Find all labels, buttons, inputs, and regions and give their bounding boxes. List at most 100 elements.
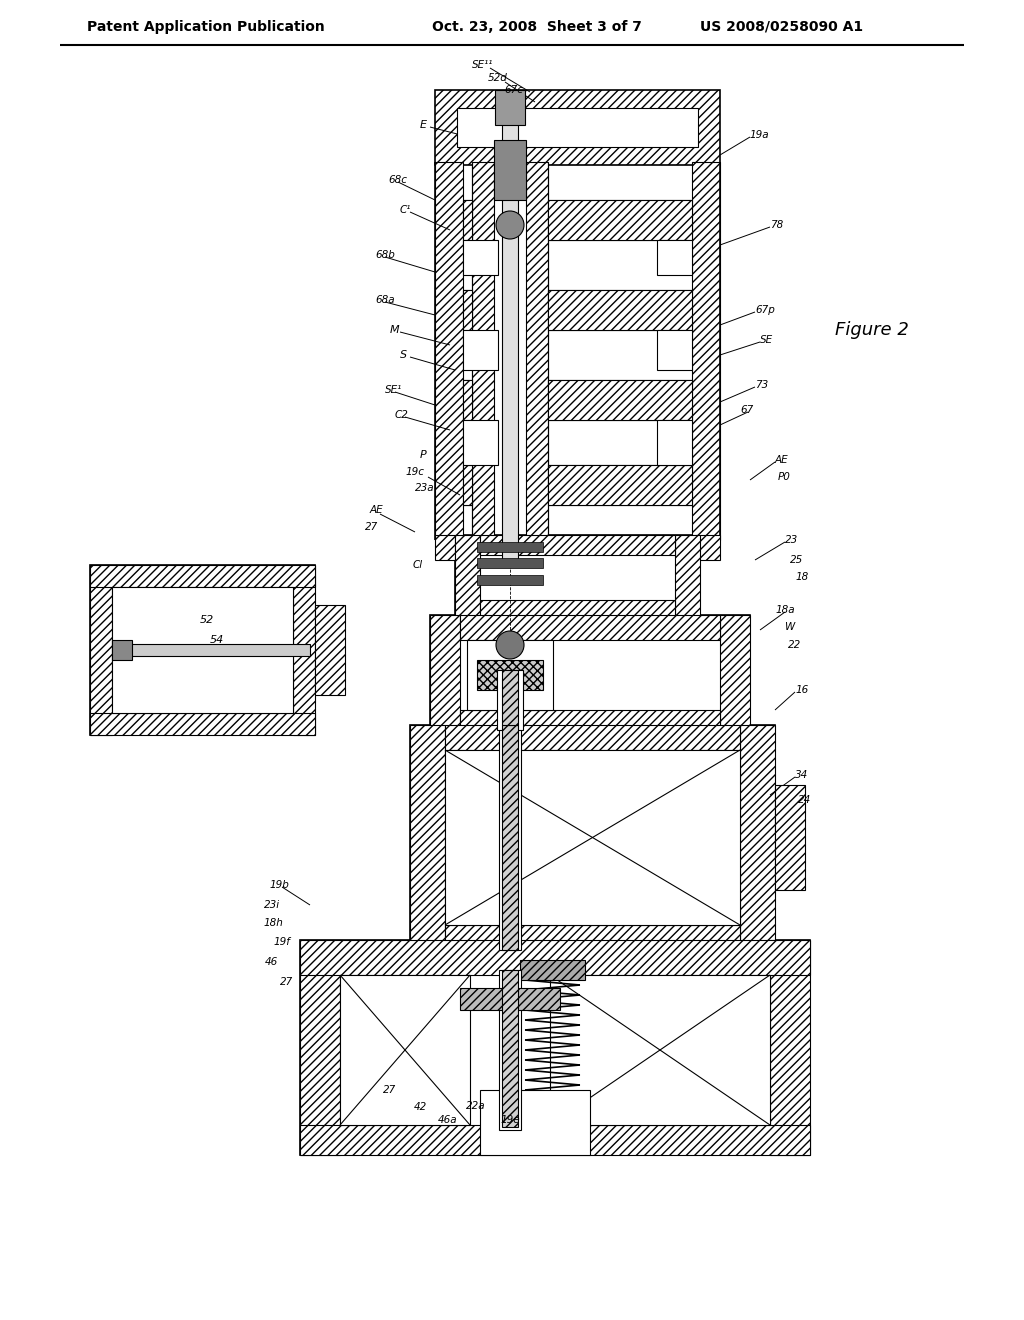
Circle shape [496, 211, 524, 239]
Text: 67: 67 [740, 405, 754, 414]
Text: W: W [785, 622, 796, 632]
Text: M: M [390, 325, 399, 335]
Bar [494, 140, 526, 201]
Bar [548, 465, 692, 506]
Text: 73: 73 [755, 380, 768, 389]
Text: 34: 34 [795, 770, 808, 780]
Text: 16: 16 [795, 685, 808, 696]
Bar [445, 725, 740, 750]
Bar [657, 330, 692, 370]
Bar [340, 975, 470, 1125]
Bar [499, 970, 521, 1130]
Text: C¹: C¹ [400, 205, 412, 215]
Bar [112, 587, 293, 713]
Text: 19a: 19a [750, 129, 770, 140]
Bar [477, 660, 543, 690]
Text: Oct. 23, 2008  Sheet 3 of 7: Oct. 23, 2008 Sheet 3 of 7 [432, 20, 642, 34]
Text: 27: 27 [383, 1085, 396, 1096]
Text: AE: AE [775, 455, 788, 465]
Bar [455, 535, 480, 620]
Bar [675, 535, 700, 620]
Bar [720, 615, 750, 730]
Text: SE: SE [760, 335, 773, 345]
Text: 19b: 19b [270, 880, 290, 890]
Text: 23i: 23i [264, 900, 280, 909]
Bar [770, 940, 810, 1155]
Text: 23: 23 [785, 535, 799, 545]
Bar [410, 725, 775, 950]
Bar [657, 240, 692, 275]
Bar [463, 465, 472, 506]
Bar [300, 1125, 810, 1155]
Text: P0: P0 [778, 473, 791, 482]
Bar [548, 380, 692, 420]
Bar [477, 576, 543, 585]
Bar [467, 640, 553, 710]
Bar [480, 601, 675, 620]
Bar [435, 535, 455, 560]
Bar [550, 975, 770, 1125]
Bar [455, 535, 700, 620]
Text: 46a: 46a [438, 1115, 458, 1125]
Bar [463, 240, 498, 275]
Bar [463, 330, 498, 370]
Text: Figure 2: Figure 2 [835, 321, 909, 339]
Bar [430, 615, 460, 730]
Text: 46: 46 [265, 957, 279, 968]
Bar [740, 725, 775, 950]
Text: 54: 54 [210, 635, 224, 645]
Bar [130, 644, 310, 656]
Bar [502, 970, 518, 1127]
Bar [463, 201, 472, 240]
Bar [548, 201, 692, 240]
Bar [692, 162, 720, 540]
Text: S: S [400, 350, 408, 360]
Circle shape [496, 631, 524, 659]
Text: Patent Application Publication: Patent Application Publication [87, 20, 325, 34]
Bar [410, 725, 445, 950]
Text: 25: 25 [790, 554, 803, 565]
Bar [526, 162, 548, 540]
Bar [499, 725, 521, 950]
Bar [477, 558, 543, 568]
Bar [315, 605, 345, 696]
Text: SE¹¹: SE¹¹ [472, 59, 494, 70]
Bar [445, 750, 740, 925]
Text: 67p: 67p [755, 305, 775, 315]
Bar [90, 565, 315, 587]
Bar [300, 940, 810, 1155]
Text: 68b: 68b [375, 249, 395, 260]
Text: 68a: 68a [375, 294, 394, 305]
Bar [502, 725, 518, 950]
Text: 68c: 68c [388, 176, 407, 185]
Text: 42: 42 [414, 1102, 427, 1111]
Text: P: P [420, 450, 427, 459]
Bar [497, 671, 523, 730]
Bar [460, 987, 560, 1010]
Text: SE¹: SE¹ [385, 385, 402, 395]
Text: C2: C2 [395, 411, 409, 420]
Bar [463, 290, 472, 330]
Bar [502, 671, 518, 725]
Bar [472, 162, 494, 540]
Text: Cl: Cl [413, 560, 423, 570]
Bar [300, 940, 340, 1155]
Bar [90, 565, 315, 735]
Bar [520, 960, 585, 979]
Bar [460, 615, 720, 640]
Text: 67c: 67c [504, 84, 523, 95]
Bar [445, 925, 740, 950]
Text: US 2008/0258090 A1: US 2008/0258090 A1 [700, 20, 863, 34]
Text: 19f: 19f [273, 937, 290, 946]
Text: 19e: 19e [500, 1115, 520, 1125]
Text: 18a: 18a [775, 605, 795, 615]
Bar [460, 710, 720, 730]
Text: 18h: 18h [263, 917, 283, 928]
Text: AE: AE [370, 506, 384, 515]
Bar [548, 290, 692, 330]
Bar [657, 420, 692, 465]
Text: 18: 18 [795, 572, 808, 582]
Bar [300, 940, 810, 975]
Bar [495, 90, 525, 125]
Bar [775, 785, 805, 890]
